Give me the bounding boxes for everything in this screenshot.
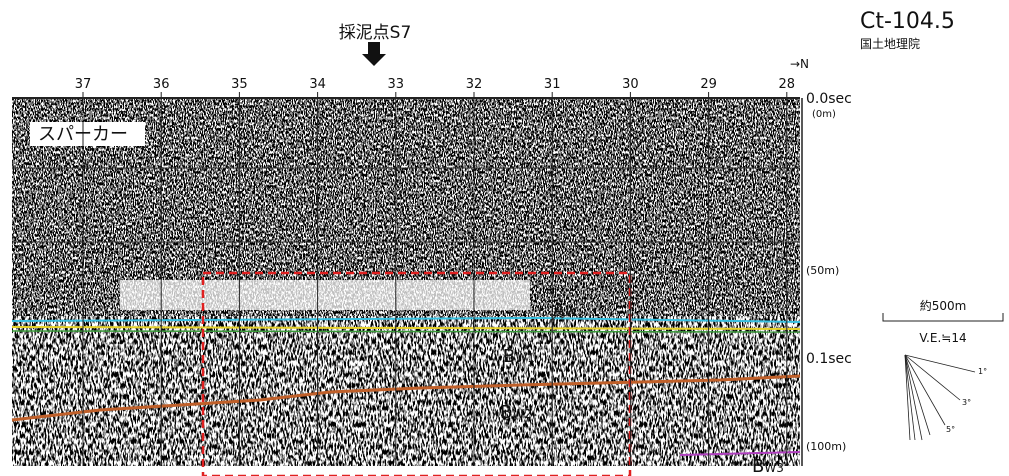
distance-label: 35 <box>231 77 248 92</box>
scale-distance: 約500m <box>920 298 967 313</box>
distance-label: 33 <box>388 77 405 92</box>
depth-label: 0.0sec <box>806 91 852 107</box>
distance-label: 30 <box>622 77 639 92</box>
distance-label: 29 <box>700 77 717 92</box>
horizon-main: B <box>503 346 515 367</box>
distance-label: 32 <box>466 77 483 92</box>
depth-label: (50m) <box>806 264 839 277</box>
horizon-sub: W <box>565 305 577 319</box>
horizon-label: BW2 <box>500 402 532 423</box>
horizon-sub: W1 <box>515 351 535 365</box>
horizon-label: AW <box>553 300 577 321</box>
horizon-main: B <box>752 456 764 476</box>
angle: 3° <box>962 398 971 407</box>
profile <box>11 42 801 476</box>
agency: 国土地理院 <box>860 37 920 51</box>
horizon-label: BW3 <box>752 456 784 476</box>
line-id: Ct-104.5 <box>860 9 955 34</box>
scale: 約500m V.E.≒14 1° 3° 5° <box>882 298 1004 441</box>
distance-label: 34 <box>309 77 326 92</box>
horizon-label: BW1 <box>503 346 535 367</box>
distance-label: 37 <box>75 77 92 92</box>
depth-label: (0m) <box>812 109 836 120</box>
horizon-sub: W3 <box>764 461 784 475</box>
distance-label: 31 <box>544 77 561 92</box>
north: →N <box>790 57 809 71</box>
source-label: スパーカー <box>38 124 128 145</box>
horizon-sub: W2 <box>512 407 532 421</box>
distance-label: 36 <box>153 77 170 92</box>
exaggeration: V.E.≒14 <box>919 331 966 345</box>
angle: 1° <box>978 367 987 376</box>
distance-label: 28 <box>779 77 796 92</box>
horizon-main: B <box>500 402 512 423</box>
depth-label: 0.1sec <box>806 351 852 367</box>
angle: 5° <box>946 425 955 434</box>
sample-point: 採泥点S7 <box>339 23 412 43</box>
horizon-main: A <box>553 300 566 321</box>
depth-label: (100m) <box>806 440 846 453</box>
